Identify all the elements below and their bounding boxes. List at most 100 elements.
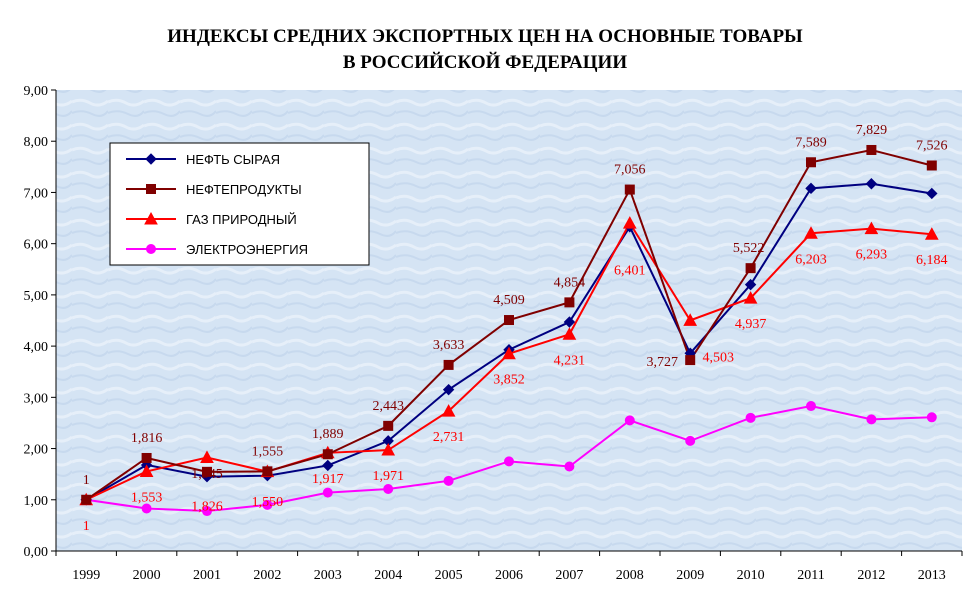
data-point — [622, 216, 637, 229]
x-tick-label: 2006 — [495, 568, 523, 583]
data-point — [805, 182, 817, 195]
data-label: 6,184 — [916, 253, 948, 268]
data-label: 3,727 — [646, 355, 678, 370]
data-label: 1 — [83, 473, 90, 488]
data-point — [743, 291, 758, 304]
data-point — [141, 452, 152, 463]
data-label: 1,545 — [191, 467, 223, 482]
data-point — [865, 178, 878, 190]
data-point — [685, 435, 696, 446]
data-point — [926, 187, 938, 200]
data-label: 3,633 — [433, 338, 465, 353]
data-point — [443, 475, 454, 486]
data-label: 1,553 — [131, 490, 163, 505]
x-tick-label: 2013 — [918, 568, 946, 583]
data-point — [624, 415, 635, 426]
legend-swatch-marker — [146, 184, 156, 194]
data-point — [442, 383, 455, 396]
y-tick-label: 8,00 — [24, 135, 49, 150]
data-label: 2,731 — [433, 430, 465, 445]
y-tick-label: 9,00 — [24, 84, 49, 99]
data-point — [685, 355, 696, 366]
data-point — [381, 442, 396, 456]
data-point — [745, 263, 756, 274]
data-label: 1,889 — [312, 427, 344, 442]
data-label: 7,829 — [856, 123, 888, 138]
data-point — [383, 484, 394, 495]
chart-title-line-2: В РОССИЙСКОЙ ФЕДЕРАЦИИ — [343, 51, 627, 73]
data-label: 1,816 — [131, 431, 163, 446]
data-point — [562, 327, 577, 340]
data-point — [504, 315, 514, 326]
x-tick-labels: 1999 2000 2001 2002 2003 2004 2005 2006 2007 2008… — [72, 568, 946, 583]
x-tick-label: 2009 — [676, 568, 704, 583]
y-tick-label: 7,00 — [24, 186, 49, 201]
legend: НЕФТЬ СЫРАЯ НЕФТЕПРОДУКТЫ ГАЗ ПРИРОДНЫЙ ЭЛЕ… — [109, 142, 370, 266]
data-point — [806, 157, 816, 168]
y-tick-label: 3,00 — [24, 391, 49, 406]
axes — [51, 89, 963, 556]
data-point — [322, 487, 333, 498]
x-tick-label: 2008 — [616, 568, 644, 583]
x-tick-label: 2002 — [253, 568, 281, 583]
data-point — [141, 503, 152, 514]
y-tick-labels: 0,00 1,00 2,00 3,00 4,00 5,00 6,00 7,00 8,00 9,00 — [24, 84, 49, 560]
legend-swatch-marker — [145, 153, 157, 165]
x-tick-label: 1999 — [72, 568, 100, 583]
data-label: 6,203 — [795, 252, 827, 267]
x-tick-label: 2011 — [797, 568, 824, 583]
data-point — [806, 401, 816, 412]
data-point — [864, 221, 879, 235]
data-point — [504, 456, 514, 467]
x-tick-label: 2007 — [555, 568, 583, 583]
data-label: 4,503 — [702, 350, 734, 365]
data-point — [262, 466, 273, 477]
legend-label: НЕФТЬ СЫРАЯ — [186, 152, 280, 167]
x-tick-label: 2010 — [737, 568, 765, 583]
data-point — [81, 494, 92, 505]
data-label: 4,937 — [735, 317, 767, 332]
data-point — [502, 346, 516, 360]
legend-label: ГАЗ ПРИРОДНЫЙ — [186, 212, 297, 227]
data-label: 1,826 — [191, 500, 223, 515]
data-label: 6,401 — [614, 263, 646, 278]
data-label: 7,526 — [916, 139, 948, 154]
data-point — [322, 459, 334, 472]
data-label: 2,443 — [372, 399, 404, 414]
x-tick-label: 2003 — [314, 568, 342, 583]
data-label: 4,854 — [554, 275, 586, 290]
chart-title-line-1: ИНДЕКСЫ СРЕДНИХ ЭКСПОРТНЫХ ЦЕН НА ОСНОВН… — [167, 26, 803, 47]
data-point — [200, 450, 214, 463]
data-label: 1,555 — [252, 444, 284, 459]
data-point — [139, 464, 154, 477]
y-tick-label: 1,00 — [24, 494, 49, 509]
y-tick-label: 0,00 — [24, 545, 49, 560]
data-point — [443, 359, 454, 370]
x-tick-label: 2012 — [857, 568, 885, 583]
data-point — [564, 297, 575, 308]
data-point — [383, 420, 394, 431]
data-point — [322, 449, 333, 460]
legend-label: ЭЛЕКТРОЭНЕРГИЯ — [186, 242, 308, 257]
data-point — [866, 144, 877, 155]
x-tick-label: 2004 — [374, 568, 402, 583]
legend-label: НЕФТЕПРОДУКТЫ — [186, 182, 302, 197]
data-label: 1 — [83, 519, 90, 534]
y-tick-label: 5,00 — [24, 289, 49, 304]
data-point — [744, 278, 757, 291]
x-tick-label: 2000 — [133, 568, 161, 583]
data-point — [745, 412, 756, 423]
data-point — [926, 160, 937, 171]
legend-swatch-marker — [144, 211, 158, 225]
data-point — [564, 461, 575, 472]
data-point — [683, 313, 698, 326]
data-label: 1,550 — [252, 495, 284, 510]
y-tick-label: 6,00 — [24, 238, 49, 253]
data-point — [563, 316, 576, 328]
data-label: 4,509 — [493, 293, 525, 308]
data-labels: 1 1,816 1,545 1,555 1,889 2,443 3,633 4,509 4,85… — [83, 123, 948, 534]
data-point — [924, 227, 939, 240]
data-label: 1,971 — [372, 469, 404, 484]
data-label: 4,231 — [554, 353, 586, 368]
